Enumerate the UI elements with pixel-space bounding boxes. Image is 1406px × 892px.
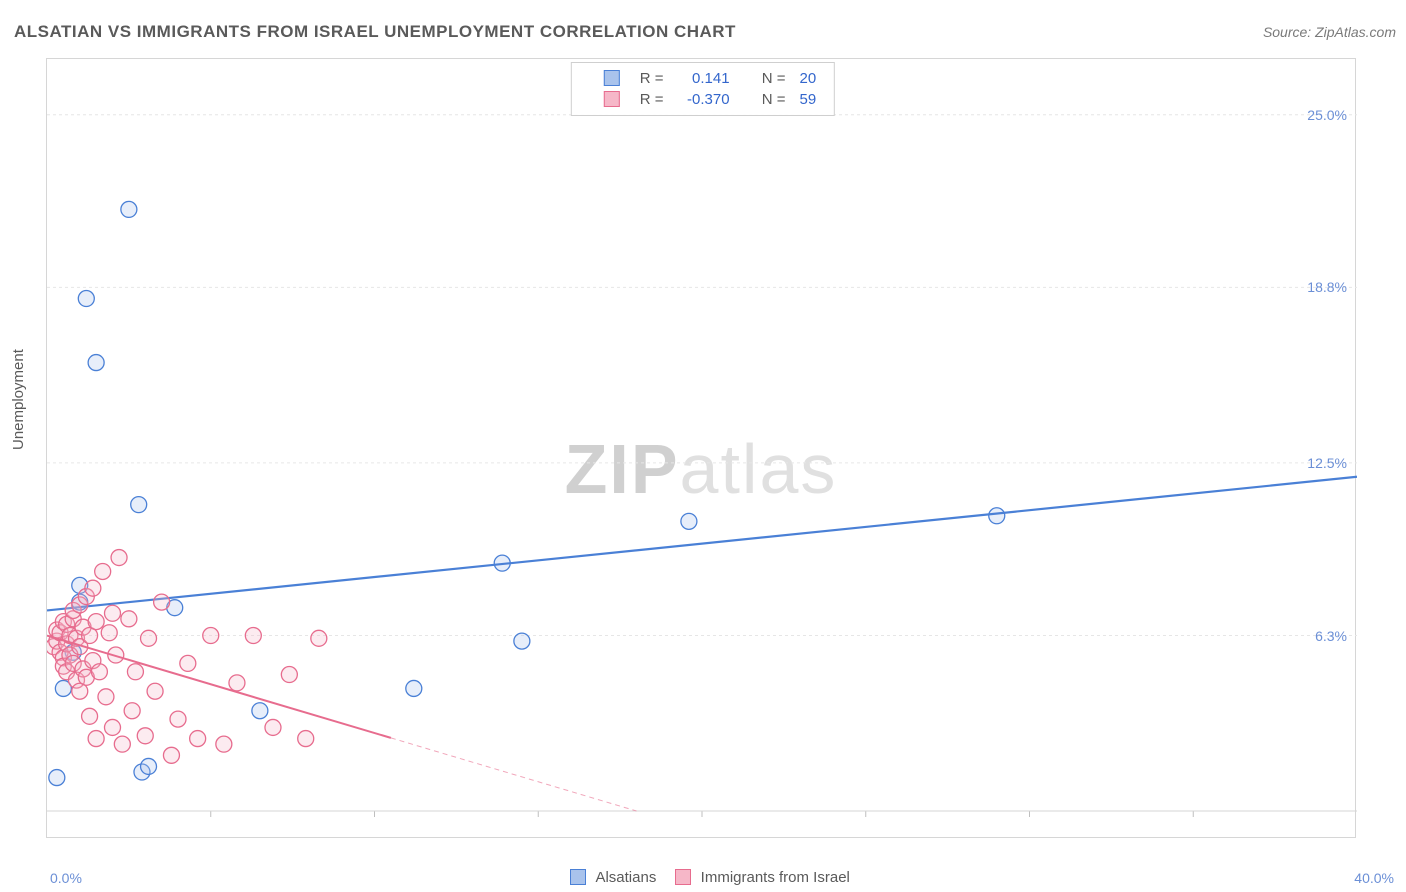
y-tick-label: 25.0% (1307, 107, 1347, 123)
y-tick-label: 12.5% (1307, 455, 1347, 471)
series-label-israel: Immigrants from Israel (701, 869, 850, 886)
series-label-alsatians: Alsatians (595, 869, 656, 886)
swatch-alsatians (604, 70, 620, 86)
series-legend: Alsatians Immigrants from Israel (0, 869, 1406, 886)
swatch-alsatians-bottom (570, 869, 586, 885)
chart-container: ALSATIAN VS IMMIGRANTS FROM ISRAEL UNEMP… (0, 0, 1406, 892)
chart-title: ALSATIAN VS IMMIGRANTS FROM ISRAEL UNEMP… (14, 22, 736, 42)
plot-area: ZIPatlas 6.3% 12.5% 18.8% 25.0% (46, 58, 1356, 838)
correlation-legend: R = 0.141 N = 20 R = -0.370 N = 59 (571, 62, 835, 116)
legend-row-alsatians: R = 0.141 N = 20 (584, 69, 822, 88)
source-attribution: Source: ZipAtlas.com (1263, 24, 1396, 40)
y-tick-label: 6.3% (1315, 628, 1347, 644)
legend-row-israel: R = -0.370 N = 59 (584, 90, 822, 109)
y-axis-label: Unemployment (10, 349, 27, 450)
swatch-israel-bottom (675, 869, 691, 885)
y-tick-label: 18.8% (1307, 279, 1347, 295)
scatter-svg (47, 59, 1357, 839)
swatch-israel (604, 91, 620, 107)
